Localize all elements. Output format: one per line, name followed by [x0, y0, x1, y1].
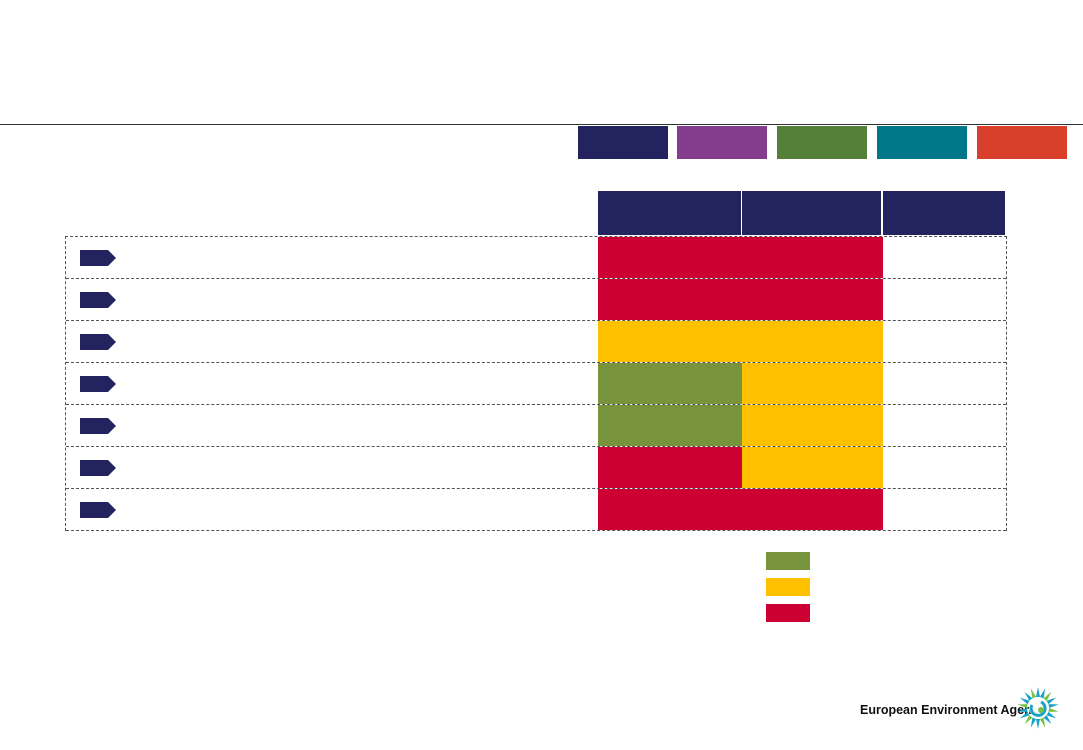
column-header-1 — [598, 191, 741, 235]
assessment-table — [65, 236, 1007, 531]
row-arrow-icon — [80, 292, 116, 308]
column-header-3 — [883, 191, 1005, 235]
table-row — [66, 321, 1006, 363]
column-header-2 — [742, 191, 881, 235]
table-row — [66, 489, 1006, 531]
tab-purple[interactable] — [677, 126, 767, 159]
row-arrow-icon — [80, 418, 116, 434]
status-cell-3 — [883, 279, 1005, 320]
status-cell-3 — [883, 237, 1005, 278]
status-cell-3 — [883, 321, 1005, 362]
row-arrow-icon — [80, 502, 116, 518]
status-cell-1 — [598, 237, 742, 278]
status-cell-2 — [742, 279, 883, 320]
tab-orange[interactable] — [977, 126, 1067, 159]
status-cell-3 — [883, 363, 1005, 404]
table-row — [66, 363, 1006, 405]
status-cell-1 — [598, 447, 742, 488]
status-cell-1 — [598, 489, 742, 530]
status-cell-3 — [883, 489, 1005, 530]
eea-org-name: European Environment Agency — [860, 703, 1046, 717]
status-cell-2 — [742, 237, 883, 278]
table-row — [66, 447, 1006, 489]
legend-swatch-amber — [766, 578, 810, 596]
status-cell-2 — [742, 447, 883, 488]
tab-green[interactable] — [777, 126, 867, 159]
eea-sun-logo-icon — [1016, 686, 1060, 735]
tab-navy[interactable] — [578, 126, 668, 159]
status-cell-2 — [742, 363, 883, 404]
table-row — [66, 279, 1006, 321]
row-arrow-icon — [80, 334, 116, 350]
status-cell-1 — [598, 321, 742, 362]
table-row — [66, 237, 1006, 279]
legend-swatch-green — [766, 552, 810, 570]
row-arrow-icon — [80, 460, 116, 476]
status-cell-3 — [883, 405, 1005, 446]
table-row — [66, 405, 1006, 447]
status-cell-2 — [742, 321, 883, 362]
legend-swatch-red — [766, 604, 810, 622]
status-cell-1 — [598, 279, 742, 320]
status-cell-1 — [598, 363, 742, 404]
status-cell-2 — [742, 489, 883, 530]
row-arrow-icon — [80, 376, 116, 392]
status-cell-1 — [598, 405, 742, 446]
tab-teal[interactable] — [877, 126, 967, 159]
row-arrow-icon — [80, 250, 116, 266]
status-cell-3 — [883, 447, 1005, 488]
status-cell-2 — [742, 405, 883, 446]
header-rule — [0, 124, 1083, 125]
